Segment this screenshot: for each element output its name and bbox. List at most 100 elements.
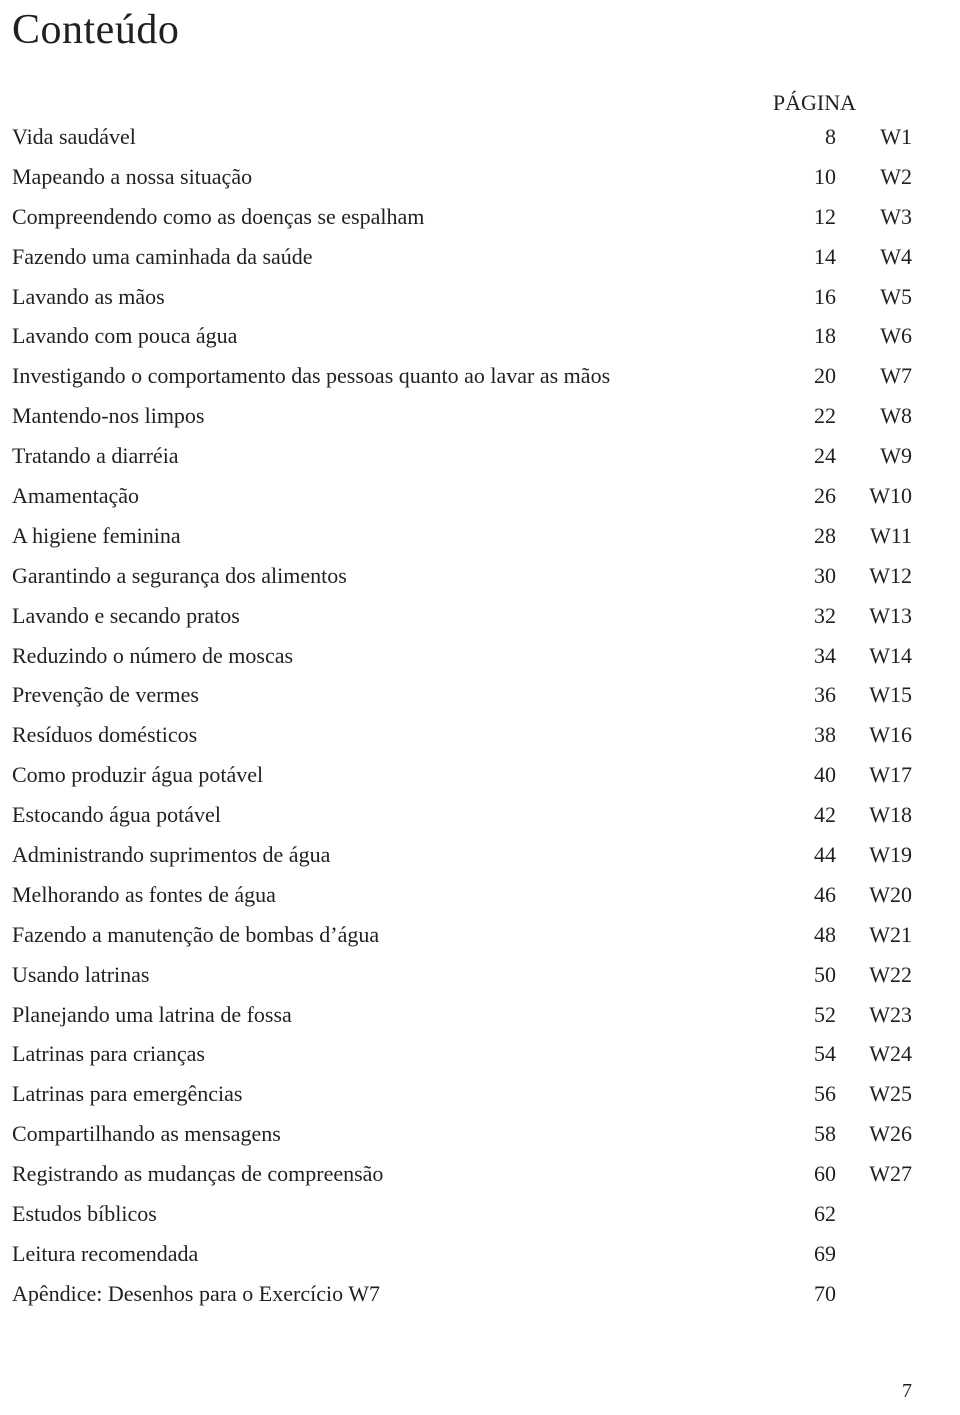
toc-entry-title: Fazendo a manutenção de bombas d’água [12,924,772,946]
toc-entry-code: W7 [836,365,912,387]
toc-row: Prevenção de vermes36W15 [12,684,912,706]
toc-entry-title: Investigando o comportamento das pessoas… [12,365,772,387]
toc-entry-page: 12 [772,206,836,228]
toc-entry-title: Compartilhando as mensagens [12,1123,772,1145]
toc-entry-page: 56 [772,1083,836,1105]
toc-entry-page: 30 [772,565,836,587]
toc-entry-title: Melhorando as fontes de água [12,884,772,906]
toc-entry-code: W16 [836,724,912,746]
toc-entry-code: W19 [836,844,912,866]
toc-entry-code: W13 [836,605,912,627]
toc-row: Mapeando a nossa situação10W2 [12,166,912,188]
toc-entry-page: 10 [772,166,836,188]
toc-row: Registrando as mudanças de compreensão60… [12,1163,912,1185]
toc-row: Lavando com pouca água18W6 [12,325,912,347]
toc-row: Lavando e secando pratos32W13 [12,605,912,627]
toc-entry-title: Estocando água potável [12,804,772,826]
page-number: 7 [902,1380,912,1403]
toc-entry-page: 46 [772,884,836,906]
toc-row: Reduzindo o número de moscas34W14 [12,645,912,667]
toc-entry-page: 34 [772,645,836,667]
toc-entry-title: A higiene feminina [12,525,772,547]
toc-entry-page: 36 [772,684,836,706]
toc-entry-title: Latrinas para crianças [12,1043,772,1065]
toc-row: Lavando as mãos16W5 [12,286,912,308]
toc-row: Garantindo a segurança dos alimentos30W1… [12,565,912,587]
toc-entry-code: W18 [836,804,912,826]
toc-entry-page: 48 [772,924,836,946]
toc-entry-title: Mantendo-nos limpos [12,405,772,427]
toc-entry-page: 40 [772,764,836,786]
toc-entry-code: W1 [836,126,912,148]
toc-entry-page: 8 [772,126,836,148]
toc-page-header: PÁGINA [773,90,856,116]
toc-entry-code: W12 [836,565,912,587]
toc-row: Apêndice: Desenhos para o Exercício W770 [12,1283,912,1305]
toc-row: Fazendo a manutenção de bombas d’água48W… [12,924,912,946]
toc-row: Estudos bíblicos62 [12,1203,912,1225]
toc-entry-title: Resíduos domésticos [12,724,772,746]
toc-entry-code: W26 [836,1123,912,1145]
toc-entry-title: Tratando a diarréia [12,445,772,467]
toc-row: Vida saudável8W1 [12,126,912,148]
toc-entry-title: Lavando e secando pratos [12,605,772,627]
toc-entry-page: 24 [772,445,836,467]
toc-entry-page: 52 [772,1004,836,1026]
toc-row: Compartilhando as mensagens58W26 [12,1123,912,1145]
toc-row: Resíduos domésticos38W16 [12,724,912,746]
toc-entry-page: 60 [772,1163,836,1185]
toc-entry-title: Garantindo a segurança dos alimentos [12,565,772,587]
toc-row: Administrando suprimentos de água44W19 [12,844,912,866]
toc-row: Fazendo uma caminhada da saúde14W4 [12,246,912,268]
toc-entry-page: 18 [772,325,836,347]
toc-entry-title: Amamentação [12,485,772,507]
page-title: Conteúdo [12,6,912,54]
toc-entry-page: 54 [772,1043,836,1065]
toc-entry-page: 70 [772,1283,836,1305]
toc-row: Compreendendo como as doenças se espalha… [12,206,912,228]
toc-entry-title: Fazendo uma caminhada da saúde [12,246,772,268]
toc-entry-title: Apêndice: Desenhos para o Exercício W7 [12,1283,772,1305]
toc-row: Leitura recomendada69 [12,1243,912,1265]
toc-row: Mantendo-nos limpos22W8 [12,405,912,427]
toc-entry-code: W21 [836,924,912,946]
toc-row: Amamentação26W10 [12,485,912,507]
toc-entry-page: 42 [772,804,836,826]
toc-entry-title: Planejando uma latrina de fossa [12,1004,772,1026]
toc-entry-title: Administrando suprimentos de água [12,844,772,866]
toc-entry-code: W11 [836,525,912,547]
toc-entry-page: 16 [772,286,836,308]
toc-entry-page: 14 [772,246,836,268]
toc-entry-title: Vida saudável [12,126,772,148]
toc-entry-page: 32 [772,605,836,627]
toc-entry-page: 44 [772,844,836,866]
toc-entry-title: Prevenção de vermes [12,684,772,706]
toc-entry-title: Latrinas para emergências [12,1083,772,1105]
toc-entry-page: 50 [772,964,836,986]
toc-entry-title: Registrando as mudanças de compreensão [12,1163,772,1185]
toc-entry-title: Leitura recomendada [12,1243,772,1265]
toc-row: Latrinas para emergências56W25 [12,1083,912,1105]
toc-row: Como produzir água potável40W17 [12,764,912,786]
toc-entry-title: Como produzir água potável [12,764,772,786]
toc-row: Investigando o comportamento das pessoas… [12,365,912,387]
toc-entry-page: 58 [772,1123,836,1145]
toc-row: A higiene feminina28W11 [12,525,912,547]
toc-row: Usando latrinas50W22 [12,964,912,986]
toc-entry-code: W10 [836,485,912,507]
toc-entry-page: 20 [772,365,836,387]
toc-entry-page: 22 [772,405,836,427]
toc-entry-code: W3 [836,206,912,228]
toc-entry-page: 62 [772,1203,836,1225]
toc-entry-title: Usando latrinas [12,964,772,986]
toc-entry-code: W23 [836,1004,912,1026]
toc-entry-code: W17 [836,764,912,786]
toc-row: Tratando a diarréia24W9 [12,445,912,467]
toc-entry-page: 38 [772,724,836,746]
toc-entry-page: 26 [772,485,836,507]
toc-entry-code: W8 [836,405,912,427]
toc-entry-page: 28 [772,525,836,547]
toc-entry-title: Compreendendo como as doenças se espalha… [12,206,772,228]
toc-row: Estocando água potável42W18 [12,804,912,826]
toc-entry-code: W27 [836,1163,912,1185]
